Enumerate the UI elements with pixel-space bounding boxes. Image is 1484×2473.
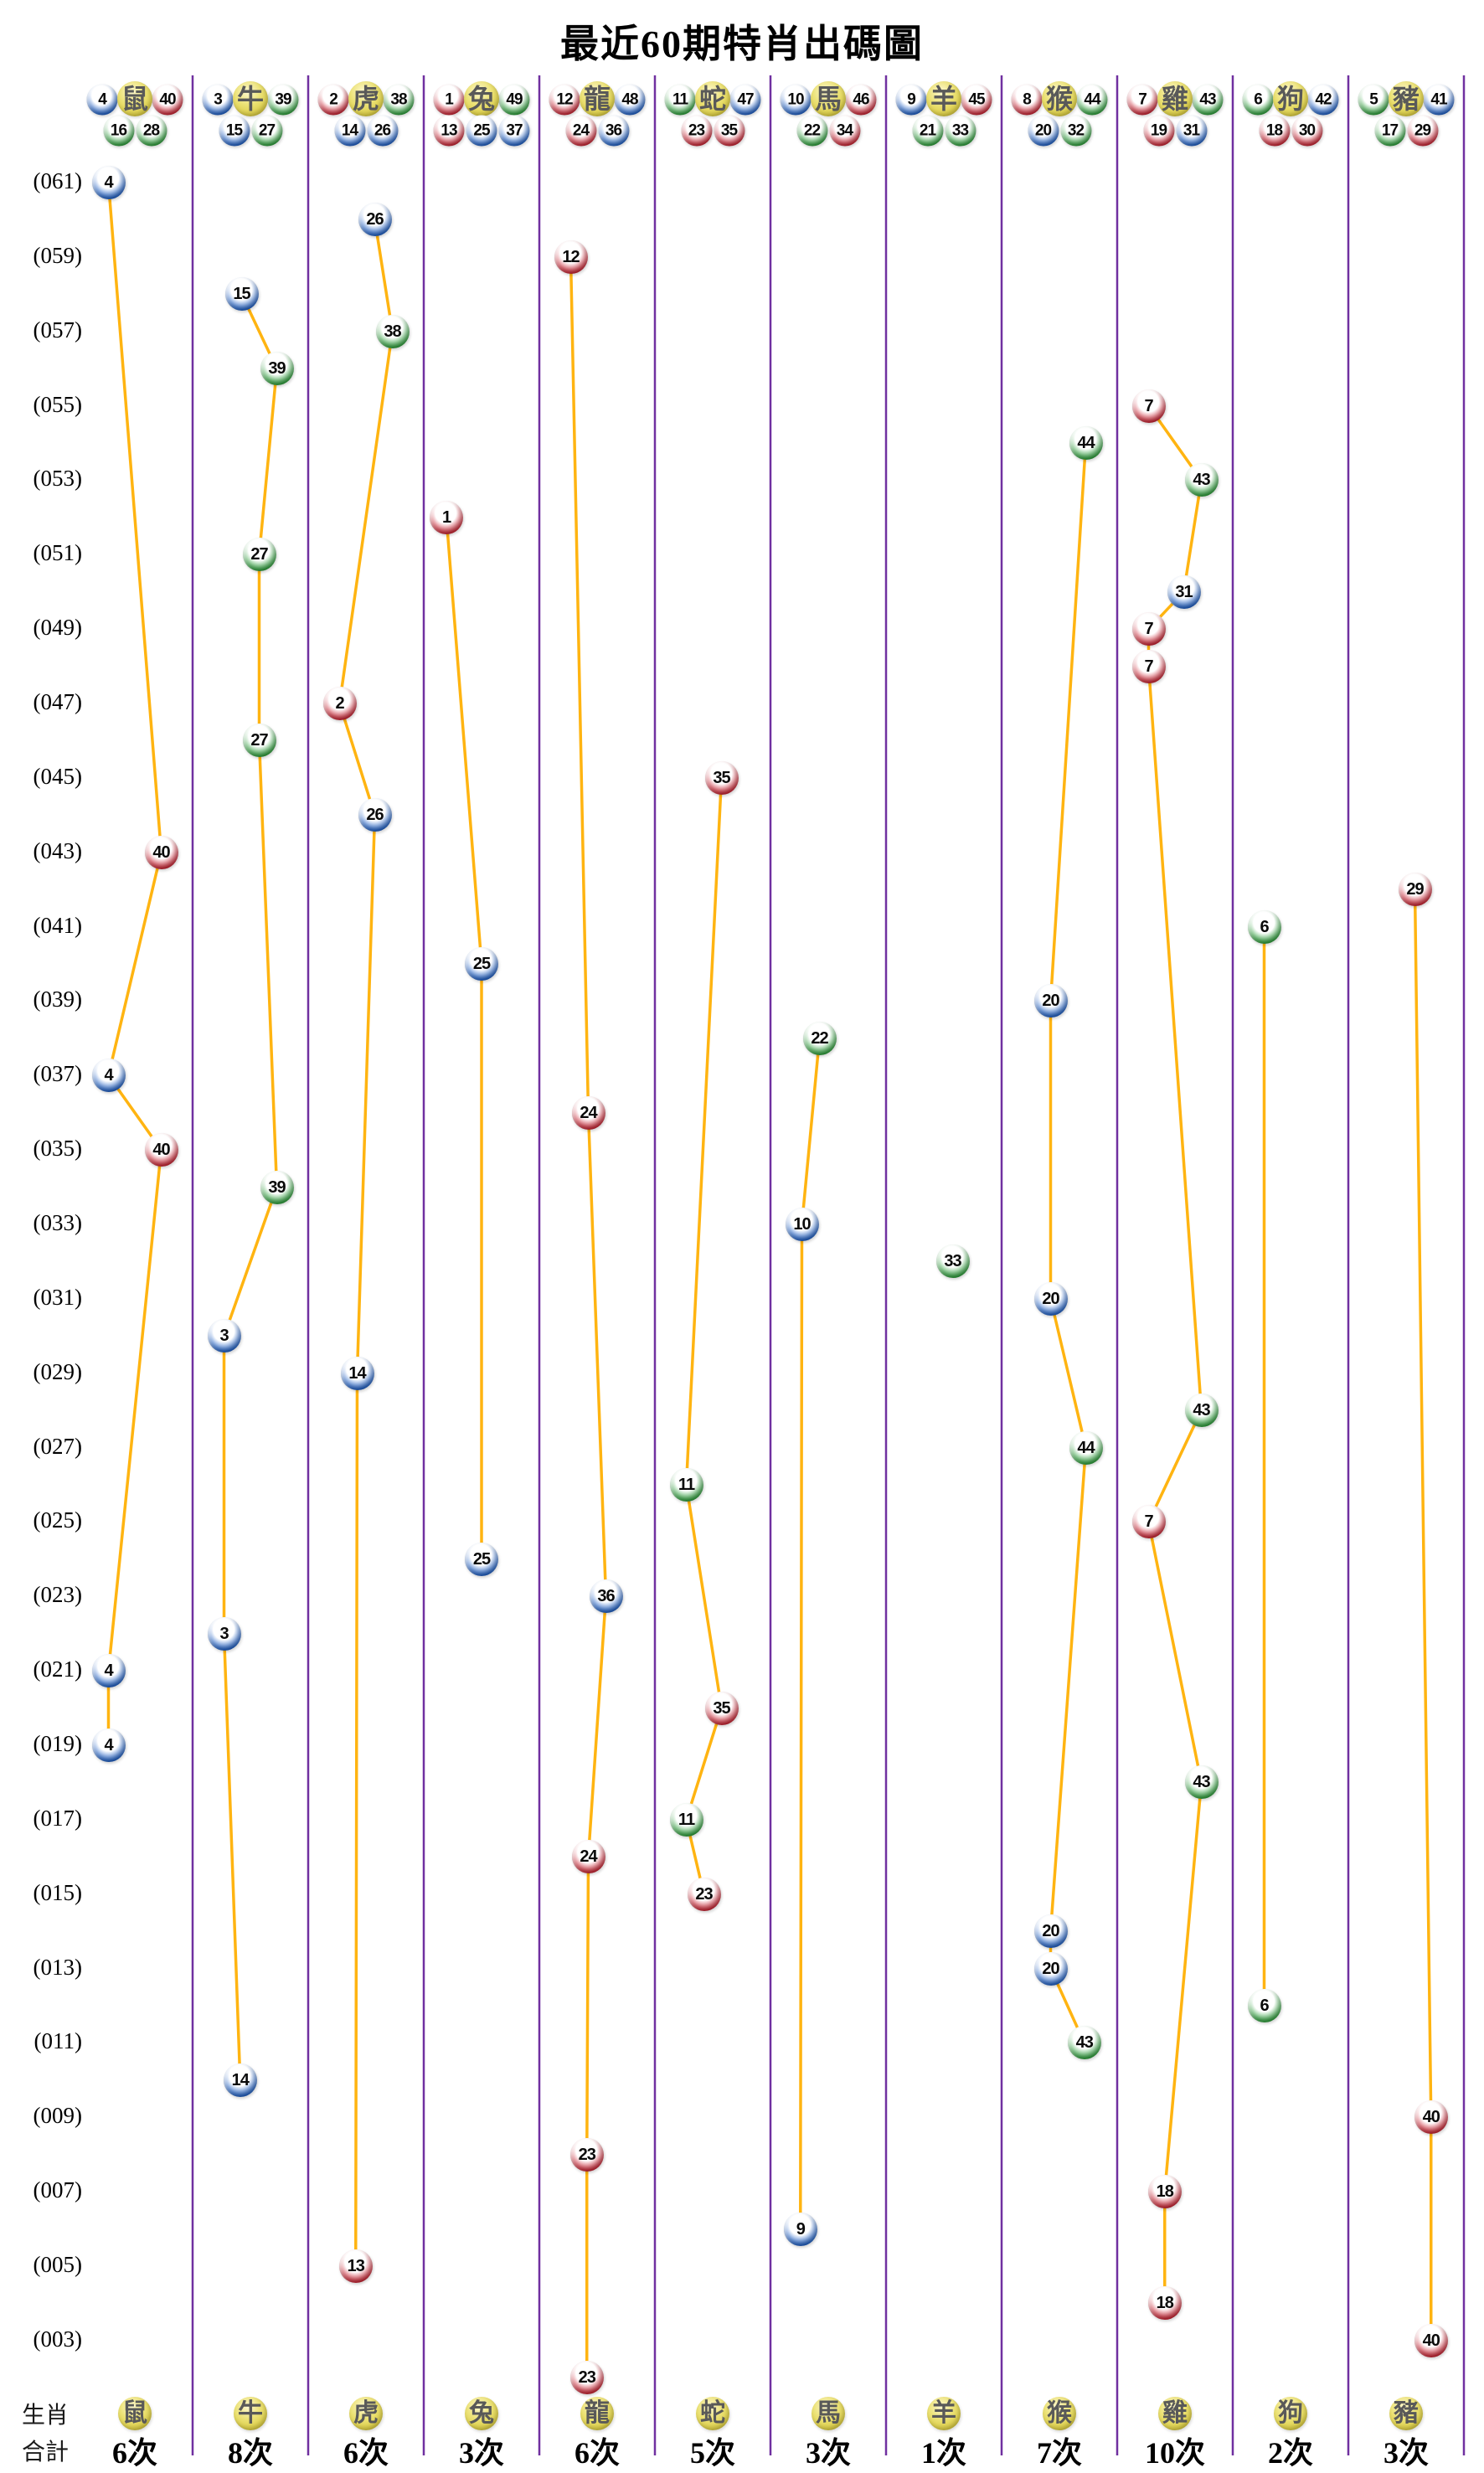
trend-line-雞	[1146, 404, 1203, 2304]
trend-line-兔	[445, 517, 483, 1559]
trend-line-龍	[569, 256, 608, 2378]
chart-title: 最近60期特肖出碼圖	[560, 23, 924, 65]
trend-line-牛	[222, 293, 279, 2080]
trend-line-蛇	[684, 777, 724, 1895]
trend-line-鼠	[106, 182, 163, 1746]
trend-line-猴	[1049, 442, 1088, 2044]
trend-line-虎	[338, 219, 394, 2267]
trend-line-馬	[799, 1038, 822, 2229]
trend-line-豬	[1413, 889, 1433, 2341]
